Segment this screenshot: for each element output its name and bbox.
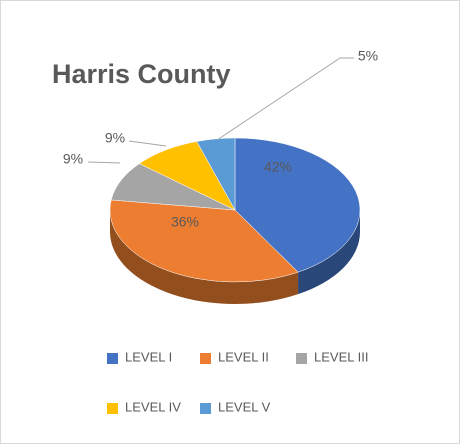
data-label: 42% bbox=[264, 159, 292, 175]
legend-label: LEVEL III bbox=[314, 349, 368, 364]
legend-label: LEVEL II bbox=[218, 349, 269, 364]
slice-side bbox=[110, 210, 299, 304]
slice bbox=[109, 199, 299, 283]
chart-title: Harris County bbox=[52, 59, 231, 89]
leader-line bbox=[87, 161, 121, 164]
data-label: 9% bbox=[63, 151, 83, 167]
legend-label: LEVEL IV bbox=[125, 399, 181, 414]
data-label: 9% bbox=[105, 130, 125, 146]
leader-line bbox=[128, 140, 167, 147]
data-label: 5% bbox=[358, 48, 378, 64]
legend-swatch bbox=[107, 403, 118, 414]
slice-side bbox=[298, 210, 360, 295]
legend-swatch bbox=[200, 353, 211, 364]
slice bbox=[234, 137, 361, 273]
legend-swatch bbox=[200, 403, 211, 414]
slice bbox=[196, 137, 236, 211]
legend-swatch bbox=[107, 353, 118, 364]
legend-label: LEVEL I bbox=[125, 349, 172, 364]
data-label: 36% bbox=[171, 214, 199, 230]
leader-line bbox=[216, 57, 354, 141]
legend-swatch bbox=[296, 353, 307, 364]
legend-label: LEVEL V bbox=[218, 399, 271, 414]
